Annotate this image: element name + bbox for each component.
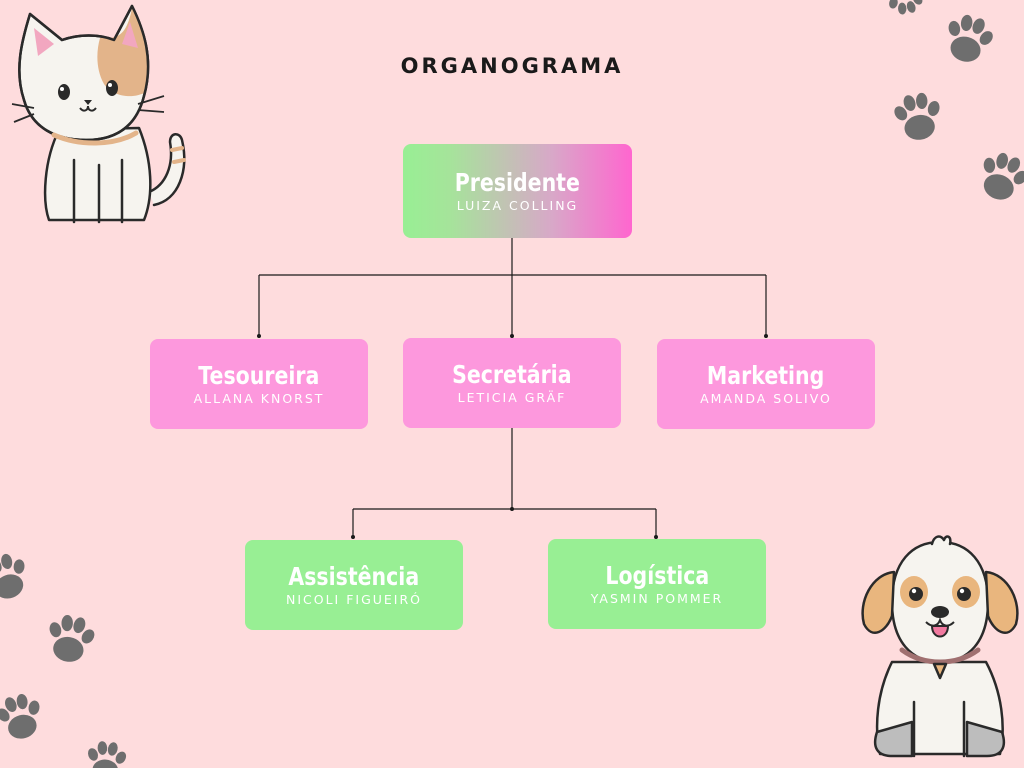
node-person: YASMIN POMMER (590, 591, 724, 606)
node-tesoureira: Tesoureira ALLANA KNORST (150, 339, 368, 429)
node-marketing: Marketing AMANDA SOLIVO (657, 339, 875, 429)
node-role: Marketing (707, 361, 825, 390)
node-role: Tesoureira (198, 361, 320, 390)
node-person: AMANDA SOLIVO (700, 391, 832, 406)
node-role: Logística (605, 561, 709, 590)
dog-illustration (861, 535, 1019, 758)
node-role: Presidente (454, 168, 581, 197)
node-person: ALLANA KNORST (193, 391, 325, 406)
node-role: Assistência (288, 562, 420, 591)
page-title: ORGANOGRAMA (400, 54, 624, 78)
node-presidente: Presidente LUIZA COLLING (403, 144, 632, 238)
cat-illustration (11, 4, 186, 224)
node-person: LUIZA COLLING (456, 198, 579, 213)
node-person: LETICIA GRÄF (457, 390, 567, 405)
node-secretaria: Secretária LETICIA GRÄF (403, 338, 621, 428)
node-role: Secretária (452, 360, 572, 389)
node-logistica: Logística YASMIN POMMER (548, 539, 766, 629)
node-assistencia: Assistência NICOLI FIGUEIRÓ (245, 540, 463, 630)
node-person: NICOLI FIGUEIRÓ (285, 592, 423, 607)
